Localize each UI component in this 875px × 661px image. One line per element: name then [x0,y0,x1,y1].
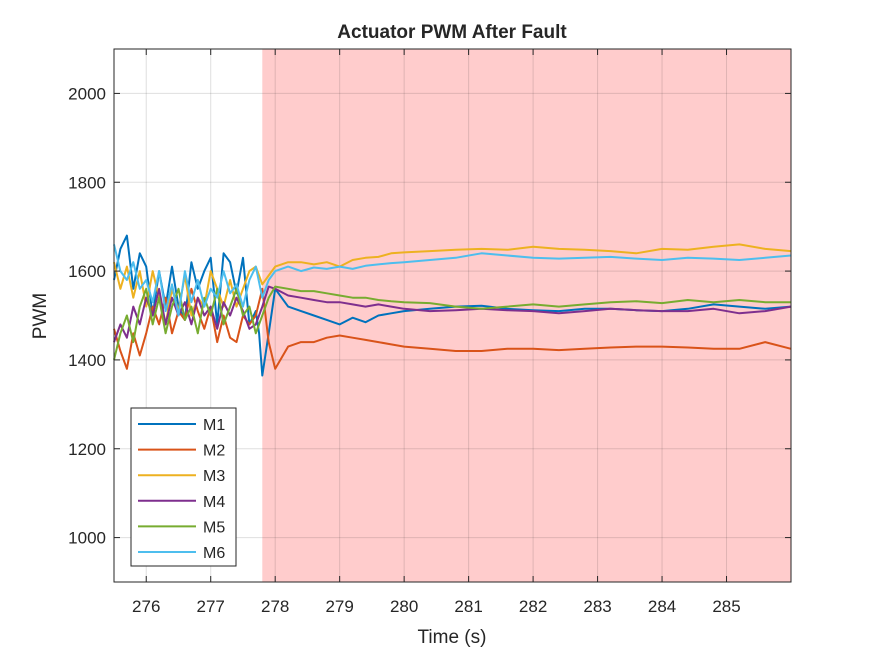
x-tick-label: 278 [261,597,289,616]
fault-region [262,49,791,582]
series-line-m1 [113,234,792,377]
x-tick-label: 285 [712,597,740,616]
y-tick-label: 1600 [68,262,106,281]
legend-item-m4: M4 [138,494,225,511]
ticks: 276 277 278 279 280 281 282 283 284 285 1000 1200 14… [68,49,791,616]
axes-box [113,48,792,583]
plot-area: 276 277 278 279 280 281 282 283 284 285 1000 1200 14… [68,48,792,616]
y-tick-label: 2000 [68,84,106,103]
legend-item-m1: M1 [138,417,225,434]
chart-title: Actuator PWM After Fault [337,22,567,43]
legend-item-m6: M6 [138,545,225,562]
y-tick-label: 1800 [68,173,106,192]
x-axis-label: Time (s) [418,627,487,648]
legend-item-m5: M5 [138,519,225,536]
legend-label: M6 [203,545,225,562]
series-lines [113,234,792,377]
y-tick-label: 1000 [68,529,106,548]
x-tick-label: 276 [132,597,160,616]
y-tick-label: 1400 [68,351,106,370]
x-tick-label: 284 [648,597,676,616]
x-tick-label: 282 [519,597,547,616]
x-tick-label: 279 [325,597,353,616]
x-tick-label: 283 [583,597,611,616]
legend-box [130,407,237,567]
series-line-m4 [113,285,792,343]
series-line-m6 [113,244,792,317]
legend-label: M3 [203,468,225,485]
x-tick-label: 277 [197,597,225,616]
legend-label: M5 [203,519,225,536]
legend-label: M4 [203,494,225,511]
grid [114,49,791,582]
legend-item-m3: M3 [138,468,225,485]
x-tick-label: 280 [390,597,418,616]
legend: M1 M2 M3 M4 M5 M6 [130,407,237,567]
legend-item-m2: M2 [138,443,225,460]
legend-label: M2 [203,443,225,460]
x-tick-label: 281 [454,597,482,616]
series-line-m5 [113,285,791,361]
y-axis-label: PWM [30,293,51,339]
legend-label: M1 [203,417,225,434]
y-tick-label: 1200 [68,440,106,459]
